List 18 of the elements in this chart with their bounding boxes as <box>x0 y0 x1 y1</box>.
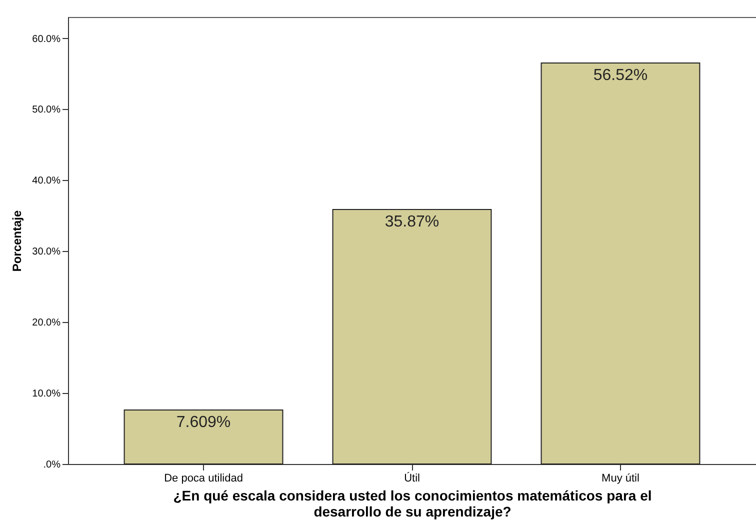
x-tick-label: De poca utilidad <box>164 472 243 484</box>
y-tick-label: 20.0% <box>32 318 61 329</box>
data-label: 56.52% <box>593 66 648 84</box>
bar <box>124 410 284 464</box>
y-tick-label: .0% <box>43 460 61 470</box>
data-label: 7.609% <box>176 414 231 432</box>
y-tick-label: 10.0% <box>32 388 61 400</box>
y-tick-label: 30.0% <box>32 246 61 258</box>
bar <box>332 208 492 464</box>
x-axis-title: ¿En qué escala considera usted los conocimientos matemáticos para el desarrollo de su aprendizaje? <box>173 488 652 520</box>
x-tick-label: Muy útil <box>602 472 640 484</box>
y-tick-label: 40.0% <box>32 176 61 187</box>
y-tick-label: 60.0% <box>32 34 61 45</box>
data-label: 35.87% <box>384 213 440 230</box>
x-tick-label: Útil <box>404 472 420 484</box>
y-axis-title: Porcentaje <box>10 210 24 272</box>
y-tick-label: 50.0% <box>32 104 61 116</box>
bar <box>540 62 700 464</box>
